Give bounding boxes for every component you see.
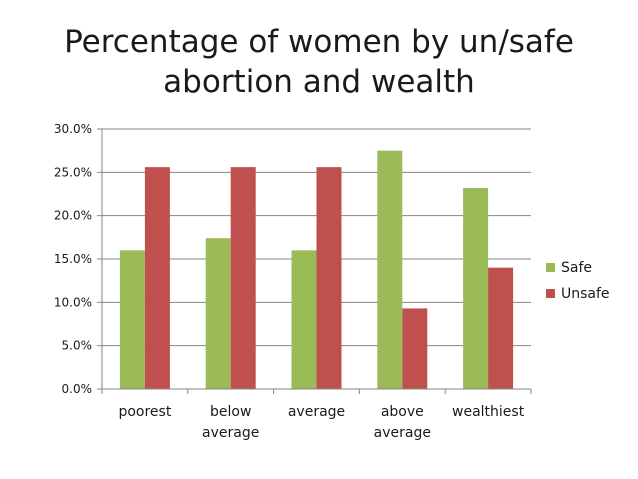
- x-tick-label-line: average: [202, 425, 259, 441]
- x-tick-label: above average: [374, 404, 431, 441]
- y-tick-label: 0.0%: [62, 382, 93, 396]
- bar-unsafe-3: [402, 308, 428, 389]
- x-tick-label: below average: [202, 404, 259, 441]
- x-tick-label-line: poorest: [118, 404, 171, 420]
- legend-swatch-unsafe: [546, 289, 555, 298]
- x-tick-label: average: [288, 404, 345, 420]
- legend-label-safe: Safe: [561, 260, 592, 276]
- bar-safe-1: [205, 238, 231, 389]
- y-tick-label: 10.0%: [54, 295, 92, 309]
- bar-unsafe-2: [316, 167, 342, 389]
- x-tick-label-line: average: [374, 425, 431, 441]
- chart-title-line-2: abortion and wealth: [163, 64, 475, 100]
- x-tick-label-line: below: [210, 404, 251, 420]
- bar-safe-2: [291, 250, 317, 389]
- legend-swatch-safe: [546, 263, 555, 272]
- x-tick-label: wealthiest: [452, 404, 525, 420]
- y-tick-label: 30.0%: [54, 122, 92, 136]
- legend: Safe Unsafe: [546, 260, 610, 302]
- y-tick-label: 15.0%: [54, 252, 92, 266]
- x-tick-label: poorest: [118, 404, 171, 420]
- x-tick-label-line: wealthiest: [452, 404, 525, 420]
- chart-title-line-1: Percentage of women by un/safe: [64, 24, 574, 60]
- bar-safe-3: [377, 150, 403, 389]
- legend-label-unsafe: Unsafe: [561, 286, 610, 302]
- y-tick-label: 25.0%: [54, 165, 92, 179]
- x-tick-label-line: average: [288, 404, 345, 420]
- bar-unsafe-1: [230, 167, 256, 389]
- axis-labels: 0.0% 5.0% 10.0% 15.0% 20.0% 25.0% 30.0% poorest…: [54, 122, 525, 441]
- axes: [97, 128, 532, 394]
- bar-unsafe-4: [488, 267, 514, 389]
- bars: [119, 150, 514, 389]
- bar-safe-4: [463, 187, 489, 389]
- x-tick-label-line: above: [381, 404, 424, 420]
- bar-safe-0: [119, 250, 145, 389]
- y-tick-label: 5.0%: [62, 339, 93, 353]
- bar-unsafe-0: [144, 167, 170, 389]
- y-tick-label: 20.0%: [54, 209, 92, 223]
- chart-title: Percentage of women by un/safe abortion …: [0, 22, 638, 102]
